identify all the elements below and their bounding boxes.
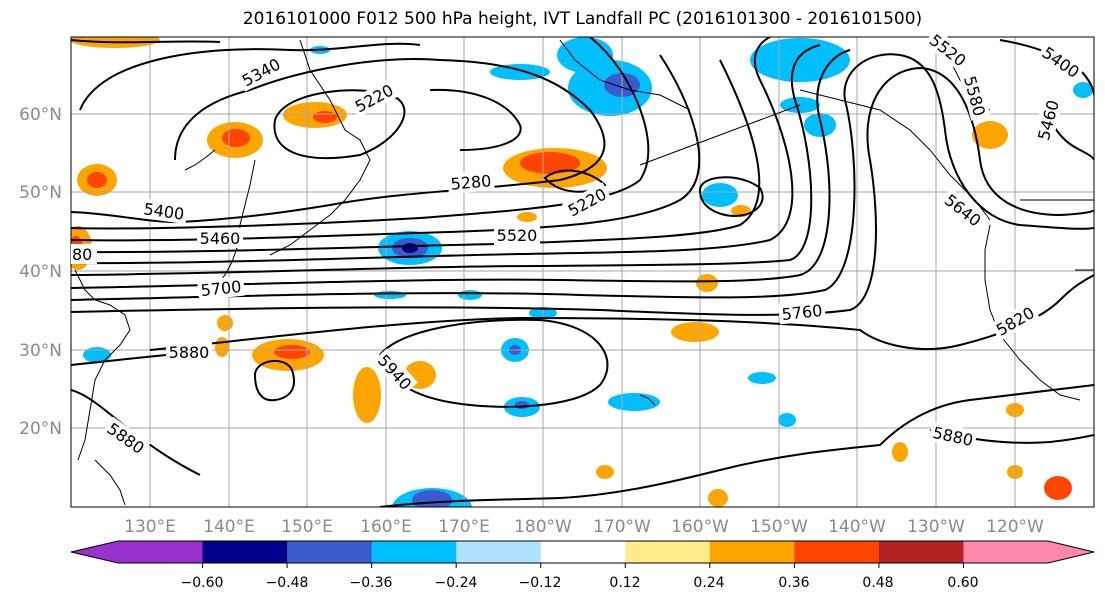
lon-tick-label: 120°W xyxy=(986,517,1044,537)
contour-label: 5880 xyxy=(169,343,210,362)
colorbar-segment xyxy=(709,541,795,563)
colorbar-segment xyxy=(287,541,373,563)
colorbar-segment xyxy=(878,541,964,563)
lon-tick-labels: 130°E 140°E 150°E 160°E 170°E 180°W 170°… xyxy=(124,517,1044,537)
lat-tick-label: 40°N xyxy=(19,262,62,282)
colorbar-tick-label: −0.12 xyxy=(519,575,562,591)
colorbar-segment xyxy=(625,541,711,563)
colorbar-segment xyxy=(118,541,204,563)
positive-shading xyxy=(71,37,1072,507)
colorbar-tick-labels: −0.60 −0.48 −0.36 −0.24 −0.12 0.12 0.24 … xyxy=(181,575,979,591)
height-contours xyxy=(71,37,1094,507)
lon-tick-label: 130°W xyxy=(907,517,965,537)
lat-tick-labels: 60°N 50°N 40°N 30°N 20°N xyxy=(19,105,62,439)
colorbar-tick-label: −0.24 xyxy=(435,575,478,591)
colorbar-tick-label: 0.60 xyxy=(947,575,978,591)
lat-tick-label: 20°N xyxy=(19,419,62,439)
colorbar xyxy=(70,540,1095,568)
lat-tick-label: 60°N xyxy=(19,105,62,125)
colorbar-outline xyxy=(70,540,1095,564)
contour-label: 5760 xyxy=(781,301,823,324)
colorbar-segment xyxy=(371,541,457,563)
lon-tick-label: 130°E xyxy=(124,517,176,537)
lon-tick-label: 140°E xyxy=(203,517,255,537)
colorbar-segment xyxy=(794,541,880,563)
colorbar-tick-label: −0.60 xyxy=(181,575,224,591)
colorbar-segment xyxy=(963,541,1049,563)
colorbar-tick-label: −0.36 xyxy=(350,575,393,591)
lon-tick-label: 160°E xyxy=(360,517,412,537)
lon-tick-label: 180°W xyxy=(514,517,572,537)
colorbar-tick-label: 0.48 xyxy=(862,575,893,591)
contour-labels: 5340 5220 5280 5220 5400 5460 5520 5700 … xyxy=(71,27,1086,460)
colorbar-tick-label: 0.12 xyxy=(609,575,640,591)
colorbar-segment xyxy=(540,541,626,563)
map-frame xyxy=(70,36,1095,508)
contour-label: 5520 xyxy=(497,226,538,245)
lon-tick-label: 170°W xyxy=(593,517,651,537)
colorbar-tick-label: 0.36 xyxy=(778,575,809,591)
colorbar-segment xyxy=(202,541,288,563)
colorbar-extend-low xyxy=(71,541,118,563)
colorbar-tick-label: 0.24 xyxy=(693,575,724,591)
lon-tick-label: 150°W xyxy=(750,517,808,537)
contour-label: 5460 xyxy=(200,229,241,248)
contour-label: 80 xyxy=(72,245,92,264)
lon-tick-label: 140°W xyxy=(828,517,886,537)
lon-tick-label: 150°E xyxy=(281,517,333,537)
lon-tick-label: 160°W xyxy=(671,517,729,537)
colorbar-extend-high xyxy=(1048,541,1094,563)
lon-tick-label: 170°E xyxy=(438,517,490,537)
colorbar-segment xyxy=(456,541,542,563)
contour-label: 5280 xyxy=(450,171,492,193)
lat-tick-label: 50°N xyxy=(19,183,62,203)
lat-tick-label: 30°N xyxy=(19,341,62,361)
colorbar-tick-label: −0.48 xyxy=(266,575,309,591)
contour-label: 5700 xyxy=(200,277,242,300)
map-title: 2016101000 F012 500 hPa height, IVT Land… xyxy=(242,9,923,29)
